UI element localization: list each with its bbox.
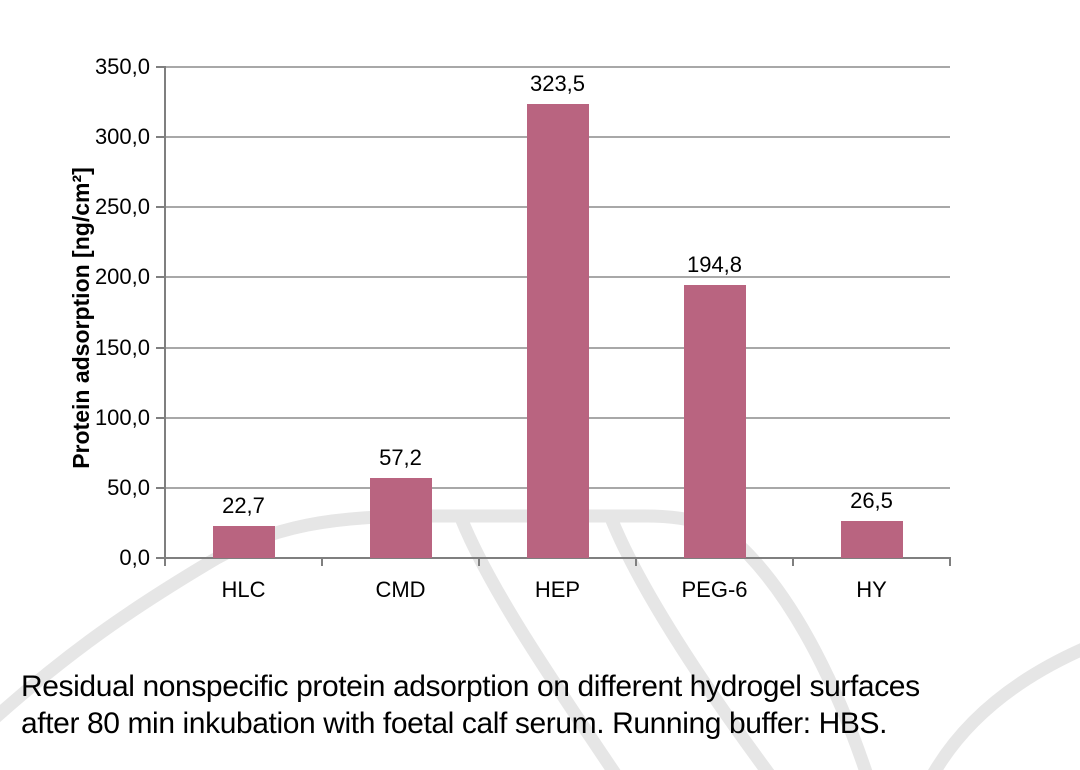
x-axis-tick — [635, 558, 637, 566]
y-axis-line — [164, 66, 166, 559]
x-axis-line — [164, 557, 951, 559]
y-tick-label: 250,0 — [94, 194, 150, 220]
x-axis-tick — [321, 558, 323, 566]
category-label: CMD — [375, 577, 426, 602]
bar-value-label: 57,2 — [379, 444, 422, 470]
figure-caption: Residual nonspecific protein adsorption … — [21, 668, 1071, 742]
bar-HEP — [526, 104, 589, 558]
y-tick-label: 300,0 — [94, 124, 150, 150]
y-axis-tick — [156, 206, 165, 209]
y-axis-tick — [156, 557, 165, 559]
x-axis-tick — [949, 558, 951, 566]
y-axis-tick — [156, 136, 165, 139]
y-tick-label: 200,0 — [94, 264, 150, 290]
y-tick-label: 100,0 — [94, 404, 150, 430]
category-label: HLC — [221, 577, 266, 602]
bar-value-label: 194,8 — [686, 251, 743, 277]
y-tick-label: 0,0 — [119, 545, 150, 570]
bar-HY — [840, 520, 903, 558]
bar-value-label: 323,5 — [529, 71, 586, 97]
y-axis-tick — [156, 486, 165, 489]
bar-HLC — [212, 526, 275, 558]
y-axis-tick — [156, 276, 165, 279]
watermark-ray-left — [454, 515, 621, 770]
watermark-ray-middle — [604, 515, 775, 770]
y-axis-tick — [156, 416, 165, 419]
gridline — [165, 66, 950, 68]
x-axis-tick — [478, 558, 480, 566]
bar-value-label: 26,5 — [850, 487, 893, 513]
bar-CMD — [369, 477, 432, 558]
caption-line-1: Residual nonspecific protein adsorption … — [21, 670, 920, 703]
y-axis-title: Protein adsorption [ng/cm²] — [68, 167, 94, 469]
bar-PEG-6 — [683, 284, 746, 558]
y-tick-label: 350,0 — [94, 54, 150, 79]
category-label: PEG-6 — [681, 577, 748, 602]
y-axis-tick — [156, 66, 165, 68]
bar-value-label: 22,7 — [222, 493, 265, 519]
y-tick-label: 50,0 — [107, 474, 150, 500]
y-axis-tick — [156, 346, 165, 349]
caption-line-2: after 80 min inkubation with foetal calf… — [21, 707, 888, 740]
category-label: HEP — [534, 577, 581, 602]
y-tick-label: 150,0 — [94, 334, 150, 360]
x-axis-tick — [792, 558, 794, 566]
x-axis-tick — [164, 558, 166, 566]
watermark-arc-right — [928, 643, 1080, 770]
category-label: HY — [856, 577, 887, 602]
